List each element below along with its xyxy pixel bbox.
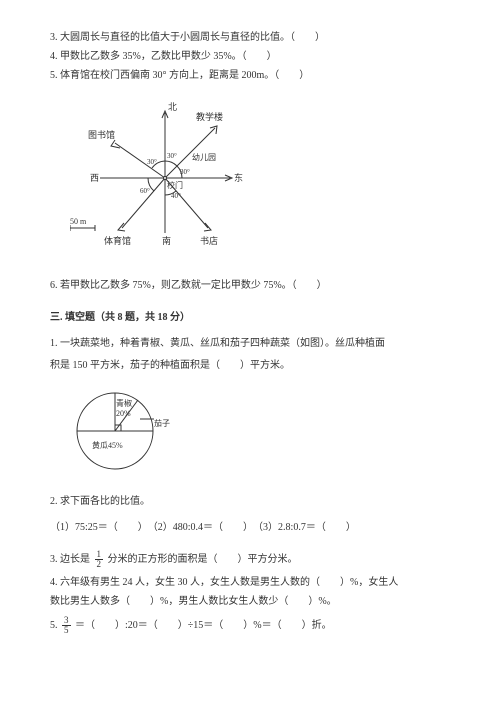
pie-top-label: 青椒 — [116, 398, 132, 408]
section3-title: 三. 填空题（共 8 题，共 18 分） — [50, 310, 450, 326]
q4-text: 4. 甲数比乙数多 35%，乙数比甲数少 35%。（ ） — [50, 49, 450, 65]
svg-text:30°: 30° — [167, 152, 177, 160]
s3q1-line1: 1. 一块蔬菜地，种着青椒、黄瓜、丝瓜和茄子四种蔬菜（如图）。丝瓜种植面 — [50, 336, 450, 352]
s3q4-line2: 数比男生人数多（ ）%，男生人数比女生人数少（ ）%。 — [50, 594, 450, 610]
compass-scale: 50 m — [70, 217, 87, 226]
s3q3-a: 3. 边长是 — [50, 554, 90, 565]
q5-text: 5. 体育馆在校门西偏南 30° 方向上，距离是 200m。（ ） — [50, 68, 450, 84]
compass-ne: 教学楼 — [196, 111, 223, 122]
svg-text:40°: 40° — [171, 192, 181, 200]
pie-right-label: 茄子 — [154, 418, 170, 428]
compass-se: 书店 — [200, 235, 218, 246]
s3q3-b: 分米的正方形的面积是（ ）平方分米。 — [108, 554, 298, 565]
svg-text:30°: 30° — [180, 168, 190, 176]
compass-south: 南 — [162, 235, 171, 246]
compass-center: 校门 — [167, 180, 183, 190]
svg-text:30°: 30° — [147, 158, 157, 166]
s3q2-sub: （1）75:25＝（ ） （2）480:0.4＝（ ） （3）2.8:0.7＝（… — [50, 520, 450, 536]
compass-diagram: 北 南 东 西 校门 教学楼 图书馆 幼儿园 书店 体育馆 30° 30° 30… — [70, 98, 450, 264]
compass-e-above: 幼儿园 — [192, 152, 216, 162]
compass-north: 北 — [168, 102, 177, 112]
pie-bottom-label: 黄瓜45% — [92, 440, 123, 450]
fraction-half: 1 2 — [95, 550, 104, 569]
s3q5-line: 5. 3 5 ＝（ ）:20＝（ ）÷15＝（ ）%＝（ ）折。 — [50, 616, 450, 635]
compass-sw: 体育馆 — [104, 235, 131, 246]
s3q2-text: 2. 求下面各比的比值。 — [50, 494, 450, 510]
compass-west: 西 — [90, 173, 99, 183]
s3q5-a: 5. — [50, 620, 58, 631]
fraction-three-fifths: 3 5 — [62, 616, 71, 635]
q3-text: 3. 大圆周长与直径的比值大于小圆周长与直径的比值。（ ） — [50, 30, 450, 46]
pie-top-pct: 20% — [116, 409, 131, 418]
q6-text: 6. 若甲数比乙数多 75%，则乙数就一定比甲数少 75%。（ ） — [50, 278, 450, 294]
svg-text:60°: 60° — [140, 187, 150, 195]
compass-nw: 图书馆 — [88, 129, 115, 140]
s3q4-line1: 4. 六年级有男生 24 人，女生 30 人，女生人数是男生人数的（ ）%，女生… — [50, 575, 450, 591]
compass-east: 东 — [234, 172, 243, 183]
s3q3-line: 3. 边长是 1 2 分米的正方形的面积是（ ）平方分米。 — [50, 550, 450, 569]
s3q5-b: ＝（ ）:20＝（ ）÷15＝（ ）%＝（ ）折。 — [75, 620, 332, 631]
s3q1-line2: 积是 150 平方米，茄子的种植面积是（ ）平方米。 — [50, 358, 450, 374]
pie-diagram: 青椒 20% 茄子 黄瓜45% — [70, 386, 450, 482]
